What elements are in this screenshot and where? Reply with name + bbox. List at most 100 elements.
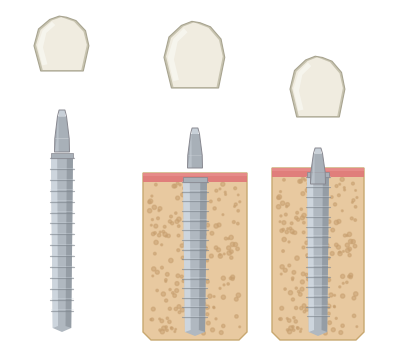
Circle shape [297,327,298,328]
Circle shape [236,293,241,298]
Circle shape [206,321,210,325]
Circle shape [229,277,232,279]
Circle shape [345,243,349,247]
Polygon shape [36,17,87,70]
Circle shape [317,288,321,293]
Circle shape [159,231,161,233]
Circle shape [202,302,206,306]
Polygon shape [55,116,69,139]
Circle shape [158,234,161,237]
Circle shape [287,319,291,322]
Circle shape [170,327,172,329]
Circle shape [346,235,348,237]
Circle shape [221,182,225,186]
Circle shape [316,234,320,238]
Circle shape [216,248,220,252]
Polygon shape [315,148,321,153]
Polygon shape [290,56,345,117]
Circle shape [303,221,305,224]
Circle shape [181,256,185,259]
Circle shape [221,276,225,280]
Polygon shape [66,158,73,328]
Circle shape [193,237,197,241]
Circle shape [331,328,335,332]
Circle shape [231,277,234,280]
Circle shape [292,279,293,280]
Circle shape [196,272,197,274]
Circle shape [166,317,168,319]
Circle shape [194,318,197,321]
Circle shape [293,231,297,235]
Circle shape [356,326,358,327]
Circle shape [276,205,280,209]
Circle shape [280,215,282,217]
Polygon shape [293,62,311,111]
Circle shape [172,292,174,294]
Circle shape [152,232,155,236]
Circle shape [280,201,285,205]
Circle shape [302,213,306,218]
Circle shape [176,274,180,278]
Circle shape [330,196,333,198]
Circle shape [304,179,306,181]
Circle shape [196,265,200,269]
Circle shape [299,180,303,183]
Circle shape [282,228,285,231]
Circle shape [202,331,206,335]
Circle shape [316,252,319,255]
Circle shape [206,223,210,227]
Circle shape [299,293,302,296]
Circle shape [340,177,344,181]
Polygon shape [51,153,73,158]
Circle shape [348,254,351,257]
Circle shape [327,312,330,315]
Circle shape [356,197,358,198]
Circle shape [306,254,309,257]
Circle shape [343,234,346,237]
Polygon shape [55,116,59,152]
Circle shape [218,198,220,201]
Circle shape [161,244,163,246]
Circle shape [283,268,287,272]
Circle shape [194,290,198,294]
Circle shape [339,286,341,288]
Circle shape [342,282,344,284]
Circle shape [208,294,212,298]
Polygon shape [183,177,207,182]
Circle shape [177,225,180,228]
Circle shape [282,250,285,252]
Circle shape [316,241,320,245]
Circle shape [152,307,155,311]
Circle shape [303,310,306,313]
Circle shape [237,222,239,225]
Circle shape [290,229,294,234]
Circle shape [343,251,344,252]
Circle shape [288,241,290,243]
Circle shape [311,190,314,194]
Circle shape [199,190,203,195]
Circle shape [326,304,331,308]
Circle shape [297,327,299,330]
Circle shape [195,269,198,272]
Circle shape [284,288,286,290]
Circle shape [195,230,197,232]
Circle shape [235,315,238,318]
Circle shape [168,320,171,324]
Polygon shape [54,139,69,152]
Circle shape [295,306,298,309]
Circle shape [339,183,341,185]
Circle shape [161,292,166,296]
Circle shape [293,317,295,319]
Polygon shape [168,28,187,81]
Circle shape [154,224,158,228]
Circle shape [295,216,298,220]
Circle shape [311,229,314,231]
Circle shape [333,305,335,307]
Circle shape [226,246,231,250]
Circle shape [335,184,338,188]
Polygon shape [272,168,364,340]
Circle shape [206,280,209,283]
Polygon shape [143,173,247,340]
Polygon shape [188,134,202,155]
Circle shape [301,192,305,196]
